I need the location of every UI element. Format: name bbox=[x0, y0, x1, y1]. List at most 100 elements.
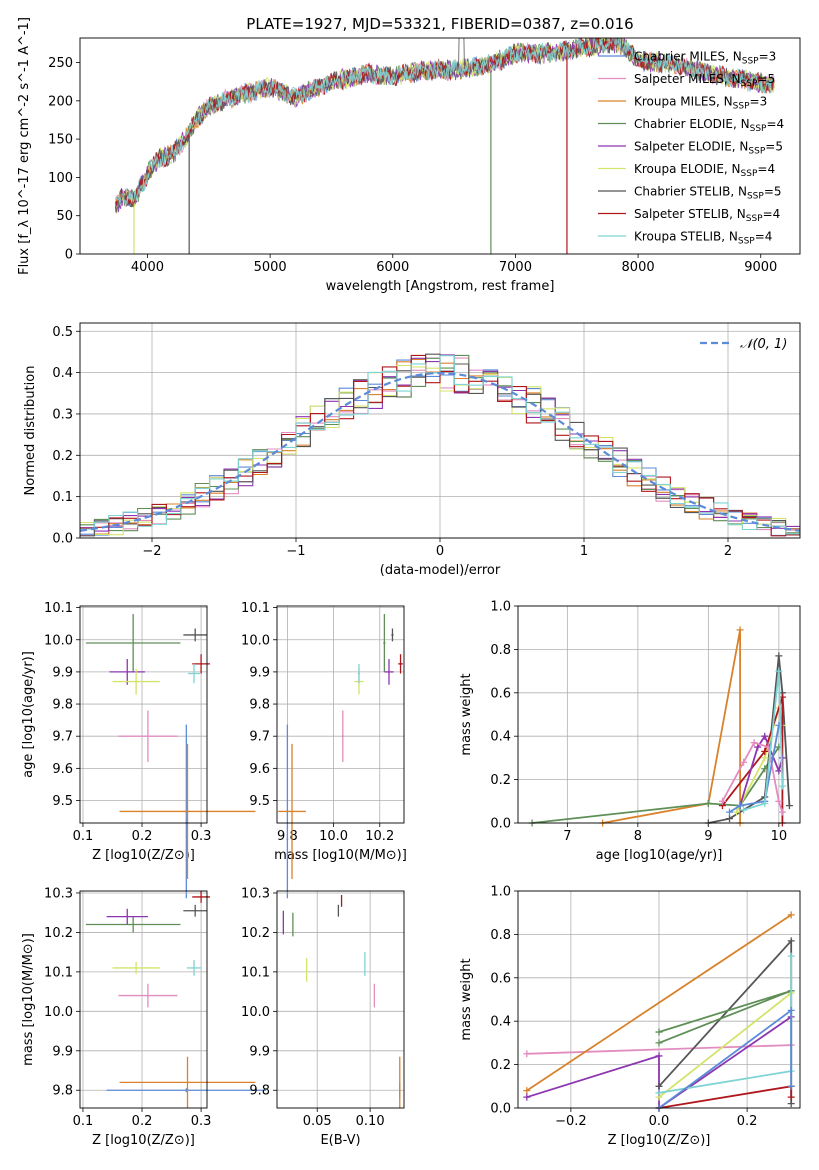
weight-marker bbox=[655, 1052, 663, 1060]
y-tick-label: 0.8 bbox=[490, 928, 511, 943]
weight-marker bbox=[754, 743, 762, 751]
weight-marker bbox=[740, 806, 748, 814]
weight-marker bbox=[761, 799, 769, 807]
weight-marker bbox=[736, 626, 744, 634]
weight-line bbox=[658, 938, 793, 1104]
y-tick-label: 0.3 bbox=[52, 407, 73, 422]
x-tick-label: 10.2 bbox=[365, 829, 394, 844]
y-tick-label: 0 bbox=[65, 248, 73, 263]
error-points bbox=[85, 614, 256, 899]
x-tick-label: 0.1 bbox=[73, 829, 94, 844]
weight-marker bbox=[787, 1006, 795, 1014]
legend-entry: Kroupa ELODIE, NSSP=4 bbox=[634, 162, 775, 179]
y-tick-label: 0.6 bbox=[490, 971, 511, 986]
weight-marker bbox=[787, 911, 795, 919]
x-tick-label: 0.2 bbox=[737, 1114, 758, 1129]
x-tick-label: −2 bbox=[142, 544, 161, 559]
y-axis-label: Normed distribution bbox=[23, 366, 38, 496]
y-tick-label: 0.4 bbox=[52, 366, 73, 381]
error-points bbox=[282, 894, 401, 1108]
x-axis-label: Z [log10(Z/Z⊙)] bbox=[92, 1133, 195, 1148]
axes-frame bbox=[517, 890, 801, 1109]
x-tick-label: 4000 bbox=[131, 260, 164, 275]
y-axis-label: mass weight bbox=[459, 958, 474, 1040]
weight-marker bbox=[726, 815, 733, 823]
weight-marker bbox=[740, 758, 748, 766]
weight-marker bbox=[733, 808, 741, 816]
weight-marker bbox=[655, 1082, 663, 1090]
x-tick-label: 0.0 bbox=[649, 1114, 670, 1129]
y-tick-label: 50 bbox=[56, 209, 73, 224]
y-axis-label: mass weight bbox=[459, 673, 474, 755]
weight-marker bbox=[523, 1093, 531, 1101]
y-tick-label: 200 bbox=[48, 94, 73, 109]
x-tick-label: 2 bbox=[724, 544, 732, 559]
y-tick-label: 10.0 bbox=[241, 633, 270, 648]
weight-marker bbox=[655, 1039, 663, 1047]
weight-line bbox=[708, 655, 791, 824]
weight-line bbox=[658, 989, 792, 1044]
y-tick-label: 0.8 bbox=[490, 643, 511, 658]
x-axis-label: age [log10(age/yr)] bbox=[596, 848, 723, 863]
y-tick-label: 9.8 bbox=[249, 698, 270, 713]
y-tick-label: 9.6 bbox=[249, 762, 270, 777]
weight-line bbox=[526, 1016, 792, 1110]
x-axis-label: mass [log10(M/M⊙)] bbox=[274, 848, 407, 863]
weight-marker bbox=[785, 802, 793, 810]
error-points bbox=[278, 614, 403, 899]
weight-lines bbox=[523, 911, 795, 1112]
y-tick-label: 100 bbox=[48, 171, 73, 186]
histograms bbox=[79, 353, 801, 537]
legend-entry: Salpeter ELODIE, NSSP=5 bbox=[634, 140, 783, 157]
weight-marker bbox=[775, 797, 783, 805]
y-tick-label: 10.1 bbox=[44, 965, 73, 980]
weight-marker bbox=[655, 1089, 663, 1097]
y-axis-label: age [log10(age/yr)] bbox=[21, 651, 36, 778]
panel-residuals: −2 −1 0 1 2 0.0 0.1 0.2 0.3 0.4 0.5 (data-model)/er… bbox=[23, 322, 801, 578]
y-tick-label: 0.0 bbox=[490, 1102, 511, 1117]
axes-frame bbox=[79, 605, 208, 824]
weight-marker bbox=[523, 1050, 531, 1058]
axes-frame bbox=[276, 605, 405, 824]
figure-title: PLATE=1927, MJD=53321, FIBERID=0387, z=0… bbox=[246, 15, 633, 33]
y-tick-label: 250 bbox=[48, 56, 73, 71]
weight-marker bbox=[655, 1028, 663, 1036]
y-tick-label: 0.2 bbox=[490, 773, 511, 788]
panel-ebv-mass: 0.05 0.10 9.8 9.9 10.0 10.1 10.2 10.3 E(B-V) bbox=[241, 886, 405, 1148]
y-tick-label: 0.0 bbox=[490, 817, 511, 832]
legend-entry: Salpeter MILES, NSSP=5 bbox=[634, 72, 775, 89]
y-tick-label: 10.0 bbox=[44, 1005, 73, 1020]
legend-entry: 𝒩(0, 1) bbox=[740, 337, 787, 352]
weight-line bbox=[526, 914, 792, 1092]
x-tick-label: 0.3 bbox=[191, 829, 212, 844]
weight-marker bbox=[704, 799, 712, 807]
y-tick-label: 150 bbox=[48, 133, 73, 148]
legend-entry: Kroupa MILES, NSSP=3 bbox=[634, 95, 767, 112]
y-tick-label: 10.2 bbox=[44, 926, 73, 941]
y-tick-label: 9.9 bbox=[52, 665, 73, 680]
weight-marker bbox=[775, 667, 783, 675]
weight-marker bbox=[761, 732, 769, 740]
y-tick-label: 0.0 bbox=[52, 532, 73, 547]
y-tick-label: 9.5 bbox=[249, 794, 270, 809]
axes-frame bbox=[79, 322, 801, 539]
x-tick-label: 0.3 bbox=[191, 1114, 212, 1129]
y-axis-label: mass [log10(M/M⊙)] bbox=[21, 933, 36, 1066]
y-tick-label: 10.3 bbox=[44, 886, 73, 901]
x-axis-label: Z [log10(Z/Z⊙)] bbox=[92, 848, 195, 863]
x-tick-label: 0.2 bbox=[132, 829, 153, 844]
panel-z-weight: −0.2 0.0 0.2 0.0 0.2 0.4 0.6 0.8 1.0 Z [log10(Z/Z… bbox=[459, 885, 801, 1148]
weight-marker bbox=[718, 797, 726, 805]
x-tick-label: 1 bbox=[580, 544, 588, 559]
y-tick-label: 1.0 bbox=[490, 885, 511, 900]
weight-line bbox=[729, 725, 780, 813]
x-tick-label: 7000 bbox=[499, 260, 532, 275]
x-tick-label: 10.0 bbox=[319, 829, 348, 844]
axes-frame bbox=[79, 890, 208, 1109]
normal-curve bbox=[79, 371, 801, 532]
y-tick-label: 10.0 bbox=[44, 633, 73, 648]
y-tick-label: 10.0 bbox=[241, 1005, 270, 1020]
x-tick-label: −0.2 bbox=[555, 1114, 587, 1129]
